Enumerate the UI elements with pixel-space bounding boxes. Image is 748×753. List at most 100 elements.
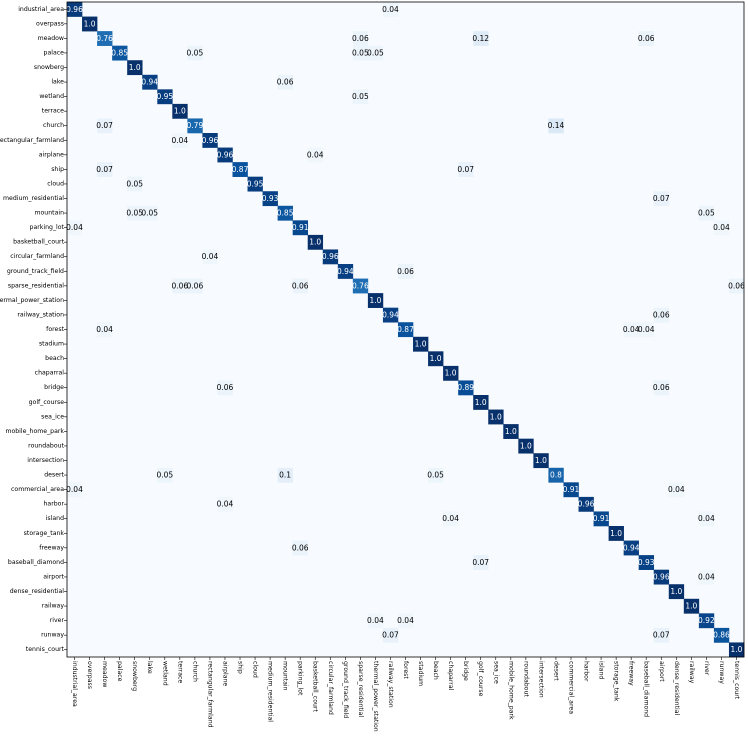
heatmap-cell-label: 0.04: [66, 485, 83, 494]
heatmap-cell: [638, 555, 655, 570]
heatmap-cell-label: 0.92: [698, 616, 715, 625]
heatmap-cell: [382, 307, 399, 323]
x-tick-label: golf_course: [477, 661, 484, 697]
x-tick-label: desert: [552, 661, 559, 681]
heatmap-cell-label: 0.07: [653, 631, 670, 640]
heatmap-cell: [172, 103, 188, 119]
heatmap-cell: [127, 60, 143, 76]
x-tick-label: runway: [718, 661, 725, 684]
heatmap-cell: [187, 278, 203, 294]
y-tick-label: sparse_residential: [8, 282, 64, 289]
heatmap-cell: [172, 278, 188, 294]
heatmap-cell-label: 0.05: [187, 48, 204, 57]
heatmap-cell-label: 0.93: [262, 194, 279, 203]
heatmap-cell-label: 0.96: [653, 572, 670, 581]
heatmap-cell-label: 0.05: [427, 471, 444, 480]
x-tick-label: parking_lot: [297, 661, 304, 696]
heatmap-cell-label: 0.04: [367, 616, 384, 625]
x-tick-label: basketball_court: [312, 661, 319, 712]
y-tick-label: roundabout: [28, 442, 64, 449]
heatmap-cell-label: 1.0: [84, 19, 96, 28]
y-tick-label: commercial_area: [11, 486, 64, 493]
y-axis-ticks: industrial_area overpass meadow palace snowb…: [0, 6, 67, 653]
heatmap-cell: [157, 89, 173, 105]
heatmap-cell: [638, 322, 655, 338]
heatmap-cell-label: 1.0: [685, 602, 697, 611]
heatmap-cell: [127, 176, 143, 192]
x-tick-label: church: [191, 661, 198, 682]
heatmap-cell-label: 1.0: [520, 441, 532, 450]
heatmap-cell: [277, 205, 293, 221]
x-tick-label: river: [703, 661, 710, 676]
heatmap-cell: [397, 264, 414, 279]
y-tick-label: palace: [44, 49, 65, 56]
heatmap-cell: [668, 584, 685, 600]
y-tick-label: desert: [44, 472, 64, 479]
heatmap-cell-label: 0.06: [217, 383, 234, 392]
plot-frame: [66, 1, 745, 658]
x-tick-label: sparse_residential: [357, 661, 364, 717]
x-tick-label: lake: [146, 661, 153, 674]
y-tick-label: airport: [43, 573, 64, 580]
heatmap-cell-label: 0.06: [728, 281, 745, 290]
heatmap-cell: [277, 467, 293, 483]
heatmap-cell: [292, 540, 309, 556]
x-axis-ticks: industrial_area overpass meadow palace snowb…: [71, 657, 740, 732]
heatmap-cell: [668, 482, 685, 498]
heatmap-cell: [458, 162, 474, 177]
y-tick-label: overpass: [36, 20, 64, 27]
heatmap-cell: [277, 74, 293, 90]
y-tick-label: baseball_diamond: [8, 559, 64, 566]
heatmap-cell-label: 0.93: [638, 558, 655, 567]
heatmap-cell-label: 0.05: [698, 209, 715, 218]
heatmap-cell-label: 0.04: [66, 223, 83, 232]
heatmap-cell-label: 0.87: [232, 165, 249, 174]
heatmap-cell: [142, 74, 158, 90]
x-tick-label: mobile_home_park: [507, 661, 514, 720]
y-tick-label: terrace: [42, 108, 64, 115]
heatmap-cell-label: 0.06: [292, 543, 309, 552]
y-tick-label: ship: [51, 166, 64, 173]
heatmap-cell-label: 0.91: [292, 223, 309, 232]
heatmap-cell-label: 0.95: [247, 179, 264, 188]
heatmap-cell-label: 0.07: [96, 165, 113, 174]
heatmap-cell: [352, 45, 369, 61]
heatmap-cell-label: 0.04: [202, 252, 219, 261]
y-tick-label: cloud: [47, 180, 64, 187]
heatmap-cell: [458, 380, 474, 396]
y-tick-label: parking_lot: [30, 224, 65, 231]
x-tick-label: forest: [402, 661, 409, 679]
y-tick-label: freeway: [39, 544, 64, 551]
x-tick-label: snowberg: [131, 661, 138, 691]
heatmap-cell-label: 0.89: [457, 383, 474, 392]
heatmap-cell-label: 0.04: [668, 485, 685, 494]
heatmap-cell-label: 0.06: [292, 281, 309, 290]
heatmap-cell: [292, 278, 309, 294]
heatmap-cell-label: 0.06: [352, 34, 369, 43]
heatmap-cell: [623, 322, 639, 338]
heatmap-cell: [443, 365, 459, 381]
heatmap-cell: [262, 191, 278, 207]
heatmap-cell: [187, 118, 203, 134]
heatmap-cell-label: 0.76: [96, 34, 113, 43]
y-tick-label: stadium: [39, 341, 64, 348]
x-tick-label: sea_ice: [492, 661, 499, 684]
y-tick-label: bridge: [44, 384, 64, 391]
heatmap-cell-label: 0.96: [578, 500, 595, 509]
heatmap-cell: [67, 220, 83, 236]
heatmap-cell: [367, 293, 384, 308]
y-tick-label: mobile_home_park: [5, 428, 64, 435]
heatmap-cell-label: 0.05: [352, 48, 369, 57]
heatmap-cell-label: 0.85: [277, 209, 294, 218]
heatmap-cell: [653, 191, 670, 207]
x-tick-label: storage_tank: [613, 661, 620, 702]
heatmap-cell: [698, 205, 715, 221]
heatmap-cell-label: 1.0: [430, 354, 442, 363]
heatmap-cell: [337, 264, 354, 279]
y-tick-label: dense_residential: [10, 588, 65, 595]
y-tick-label: harbor: [43, 501, 64, 508]
x-tick-label: overpass: [86, 661, 93, 689]
y-tick-label: circular_farmland: [10, 253, 64, 260]
x-tick-label: beach: [432, 661, 439, 680]
